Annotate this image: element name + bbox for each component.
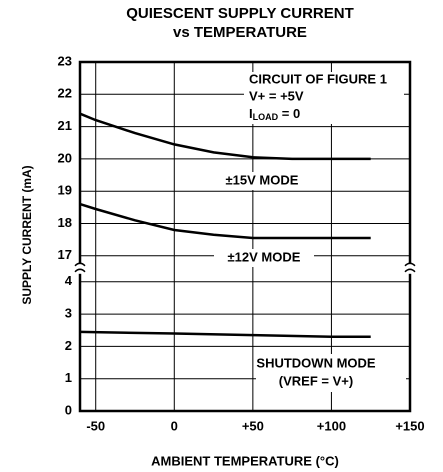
y-tick-label: 0 [65, 402, 72, 417]
series-line [79, 330, 371, 338]
series-label: ±12V MODE [228, 249, 301, 264]
y-tick-label: 3 [65, 306, 72, 321]
label-background [212, 172, 312, 190]
label-background [214, 249, 314, 267]
y-tick-label: 19 [58, 183, 72, 198]
series-line [79, 112, 371, 161]
annotation: LOAD [253, 112, 279, 122]
y-tick-label: 23 [58, 53, 72, 68]
axis-break [404, 262, 416, 273]
y-tick-label: 22 [58, 86, 72, 101]
series-line [79, 202, 371, 240]
x-tick-label: +50 [242, 418, 264, 433]
y-tick-label: 21 [58, 118, 72, 133]
x-tick-label: +100 [317, 418, 346, 433]
annotation: CIRCUIT OF FIGURE 1 [249, 71, 387, 86]
y-tick-label: 20 [58, 150, 72, 165]
y-tick-label: 2 [65, 338, 72, 353]
x-tick-label: -50 [86, 418, 105, 433]
annotation: V+ = +5V [249, 88, 304, 103]
plot-frame [78, 60, 412, 413]
chart-title: vs TEMPERATURE [173, 24, 307, 41]
annotation: (VREF = V+) [279, 373, 353, 388]
annotation: = 0 [278, 106, 300, 121]
y-tick-label: 4 [65, 273, 73, 288]
y-tick-label: 17 [58, 247, 72, 262]
y-axis-label: SUPPLY CURRENT (mA) [20, 165, 34, 304]
annotation: I [249, 106, 253, 121]
x-tick-label: 0 [171, 418, 178, 433]
series-label: ±15V MODE [226, 172, 299, 187]
y-tick-label: 18 [58, 215, 72, 230]
x-tick-label: +150 [395, 418, 424, 433]
label-background [256, 354, 406, 392]
axis-break [74, 262, 86, 273]
series-label: SHUTDOWN MODE [256, 355, 375, 370]
label-background [244, 72, 404, 124]
annotation: ILOAD = 0 [249, 106, 300, 122]
x-axis-label: AMBIENT TEMPERATURE (°C) [151, 453, 339, 468]
chart-title: QUIESCENT SUPPLY CURRENT [126, 5, 354, 22]
y-tick-label: 1 [65, 370, 72, 385]
